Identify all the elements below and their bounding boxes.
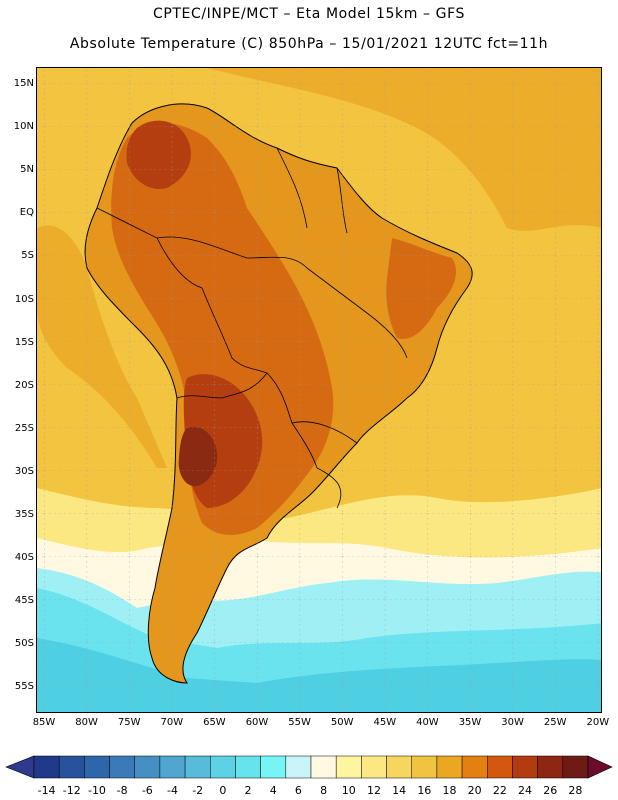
longitude-label: 40W bbox=[416, 717, 439, 728]
latitude-label: 5N bbox=[20, 164, 34, 176]
title-line-2: Absolute Temperature (C) 850hPa – 15/01/… bbox=[69, 36, 549, 52]
latitude-label: 50S bbox=[14, 638, 34, 650]
colorbar-tick-label: 14 bbox=[392, 784, 407, 797]
longitude-label: 75W bbox=[117, 717, 141, 728]
latitude-label: 15S bbox=[14, 336, 34, 348]
colorbar-swatch bbox=[33, 755, 60, 779]
longitude-label: 25W bbox=[543, 717, 567, 728]
colorbar-swatch bbox=[210, 755, 236, 779]
colorbar-tick-label: -8 bbox=[116, 784, 128, 797]
colorbar-tick-label: -12 bbox=[62, 784, 81, 797]
longitude-label: 65W bbox=[203, 717, 226, 728]
longitude-label: 30W bbox=[501, 717, 524, 728]
colorbar-swatch bbox=[562, 755, 589, 779]
colorbar-swatch bbox=[235, 755, 261, 779]
title-line-1: CPTEC/INPE/MCT – Eta Model 15km – GFS bbox=[152, 6, 466, 22]
colorbar-tick-label: 26 bbox=[543, 784, 558, 797]
latitude-label: 30S bbox=[14, 465, 34, 477]
latitude-label: 25S bbox=[14, 422, 34, 434]
colorbar-tick-label: -6 bbox=[141, 784, 153, 797]
latitude-label: EQ bbox=[19, 207, 34, 219]
colorbar-swatch bbox=[487, 755, 513, 779]
longitude-label: 85W bbox=[32, 717, 56, 728]
colorbar-tick-label: 12 bbox=[366, 784, 381, 797]
colorbar-swatch bbox=[361, 755, 387, 779]
longitude-label: 55W bbox=[288, 717, 311, 728]
colorbar-swatch bbox=[285, 755, 312, 779]
colorbar-tick-label: -10 bbox=[87, 784, 106, 797]
colorbar-swatch bbox=[310, 755, 337, 779]
colorbar-swatch bbox=[58, 755, 85, 779]
colorbar-swatch bbox=[84, 755, 110, 779]
lat-lon-grid bbox=[37, 68, 601, 712]
colorbar-swatch bbox=[411, 755, 438, 779]
colorbar-tick-label: -14 bbox=[37, 784, 56, 797]
latitude-label: 10S bbox=[14, 293, 34, 305]
colorbar-swatch bbox=[159, 755, 186, 779]
colorbar-tick-label: -2 bbox=[192, 784, 204, 797]
latitude-label: 55S bbox=[14, 681, 34, 693]
latitude-label: 40S bbox=[14, 552, 34, 564]
colorbar-swatch bbox=[260, 755, 287, 779]
colorbar-tick-label: 4 bbox=[269, 784, 277, 797]
colorbar-tick-label: 2 bbox=[244, 784, 252, 797]
latitude-label: 35S bbox=[14, 509, 34, 520]
longitude-label: 80W bbox=[75, 717, 98, 728]
latitude-label: 45S bbox=[14, 595, 34, 607]
colorbar-tick-label: 8 bbox=[320, 784, 328, 797]
colorbar-swatch bbox=[436, 755, 463, 779]
latitude-label: 10N bbox=[13, 121, 34, 133]
colorbar-tick-label: 6 bbox=[294, 784, 302, 797]
colorbar-tick-label: 24 bbox=[518, 784, 533, 797]
latitude-label: 20S bbox=[14, 379, 34, 391]
colorbar-overflow-arrow bbox=[587, 755, 613, 779]
colorbar-swatch bbox=[512, 755, 538, 779]
colorbar-tick-label: 18 bbox=[442, 784, 457, 797]
color-scale-bar bbox=[5, 755, 613, 779]
latitude-label: 15N bbox=[13, 78, 34, 89]
longitude-label: 70W bbox=[160, 717, 184, 728]
colorbar-tick-label: 10 bbox=[341, 784, 356, 797]
colorbar-tick-label: 16 bbox=[417, 784, 432, 797]
colorbar-swatch bbox=[335, 755, 362, 779]
colorbar-swatch bbox=[537, 755, 564, 779]
longitude-label: 35W bbox=[458, 717, 482, 728]
colorbar-underflow-arrow bbox=[5, 755, 35, 779]
latitude-label: 5S bbox=[21, 250, 34, 262]
colorbar-swatch bbox=[109, 755, 135, 779]
colorbar-tick-label: 20 bbox=[467, 784, 482, 797]
colorbar-swatch bbox=[184, 755, 211, 779]
colorbar-swatch bbox=[461, 755, 488, 779]
colorbar-tick-label: 28 bbox=[568, 784, 583, 797]
longitude-label: 20W bbox=[586, 717, 610, 728]
longitude-label: 50W bbox=[330, 717, 354, 728]
colorbar-swatch bbox=[134, 755, 161, 779]
longitude-label: 45W bbox=[373, 717, 397, 728]
colorbar-tick-label: 0 bbox=[219, 784, 227, 797]
colorbar-tick-label: -4 bbox=[167, 784, 178, 797]
longitude-label: 60W bbox=[245, 717, 269, 728]
colorbar-tick-label: 22 bbox=[492, 784, 507, 797]
colorbar-swatch bbox=[386, 755, 412, 779]
temperature-map bbox=[36, 67, 602, 713]
